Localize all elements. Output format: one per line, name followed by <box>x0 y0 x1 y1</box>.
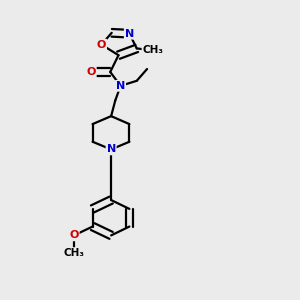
Text: O: O <box>69 230 79 240</box>
Text: N: N <box>106 144 116 154</box>
Text: N: N <box>116 81 125 91</box>
Text: N: N <box>125 29 134 39</box>
Text: O: O <box>97 40 106 50</box>
Text: CH₃: CH₃ <box>64 248 85 258</box>
Text: CH₃: CH₃ <box>142 46 164 56</box>
Text: O: O <box>86 67 96 77</box>
